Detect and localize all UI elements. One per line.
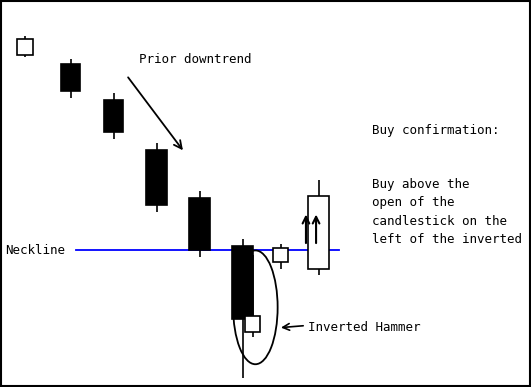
Bar — [308, 196, 329, 269]
Bar — [189, 198, 210, 250]
Text: Buy confirmation:: Buy confirmation: — [372, 123, 499, 137]
Bar — [61, 64, 80, 91]
Bar — [146, 150, 167, 205]
Text: Buy above the
open of the
candlestick on the
left of the inverted: Buy above the open of the candlestick on… — [372, 178, 521, 246]
Bar — [245, 317, 260, 332]
Bar — [273, 248, 288, 262]
Text: Prior downtrend: Prior downtrend — [139, 53, 252, 66]
Bar — [17, 39, 33, 55]
Text: Neckline: Neckline — [5, 244, 65, 257]
Text: Inverted Hammer: Inverted Hammer — [309, 321, 421, 334]
Bar — [104, 100, 123, 132]
Bar — [232, 246, 253, 319]
